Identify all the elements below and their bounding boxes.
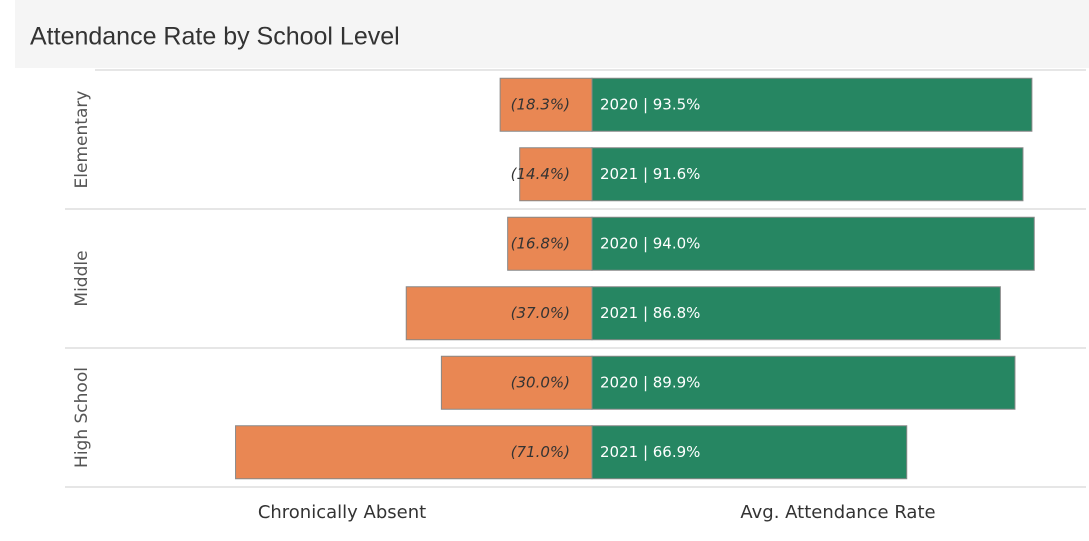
title-bar [15,0,1089,68]
attendance-bar [591,147,1024,202]
group-label: High School [72,367,92,468]
absent-bar [440,355,593,410]
absent-label: (71.0%) [511,443,570,461]
absent-label: (30.0%) [511,373,570,391]
absent-label: (16.8%) [511,234,570,252]
attendance-label: 2021 | 66.9% [600,443,700,461]
attendance-label: 2021 | 86.8% [600,304,700,322]
attendance-bar [591,355,1016,410]
attendance-bar [591,425,908,480]
attendance-label: 2020 | 93.5% [600,95,700,113]
absent-label: (37.0%) [511,304,570,322]
attendance-label: 2020 | 94.0% [600,234,700,252]
absent-bar [519,147,593,202]
chart-title: Attendance Rate by School Level [30,23,400,51]
attendance-label: 2021 | 91.6% [600,165,700,183]
absent-label: (18.3%) [511,95,570,113]
absent-bar [499,77,593,132]
group-label: Middle [72,250,92,306]
x-axis-label: Chronically Absent [258,502,426,523]
attendance-bar [591,286,1001,341]
absent-label: (14.4%) [511,165,570,183]
absent-bar [235,425,593,480]
group-label: Elementary [72,91,92,189]
absent-bar [507,216,593,271]
x-axis-label: Avg. Attendance Rate [740,502,935,523]
attendance-label: 2020 | 89.9% [600,373,700,391]
attendance-bar [591,77,1033,132]
attendance-bar [591,216,1035,271]
